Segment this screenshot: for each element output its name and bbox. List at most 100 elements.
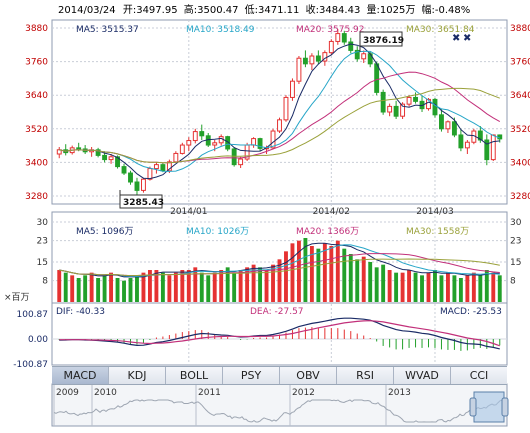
candle bbox=[413, 92, 418, 104]
volume-bar bbox=[193, 267, 198, 302]
volume-label: 量: bbox=[367, 4, 380, 16]
event-marker-icon[interactable]: ✖ bbox=[463, 33, 471, 44]
volume-bar bbox=[251, 264, 256, 302]
volume-bar bbox=[83, 275, 88, 302]
navigator-left-handle[interactable] bbox=[469, 397, 477, 417]
price-tick-label: 3400 bbox=[25, 158, 48, 168]
tab-rsi[interactable]: RSI bbox=[337, 367, 394, 384]
price-tick-label: 3760 bbox=[25, 58, 48, 68]
candle bbox=[199, 124, 205, 140]
candle bbox=[121, 163, 127, 175]
price-legend-item: MA10: 3518.49 bbox=[186, 25, 255, 35]
tab-psy[interactable]: PSY bbox=[223, 367, 280, 384]
price-legend: MA5: 3515.37 MA10: 3518.49 MA20: 3575.92 MA… bbox=[76, 25, 475, 35]
volume-unit-label: ×百万 bbox=[4, 292, 30, 303]
candle bbox=[490, 134, 496, 161]
price-tick-label-right: 3640 bbox=[510, 91, 530, 101]
volume-bar bbox=[426, 272, 431, 302]
tab-cci[interactable]: CCI bbox=[469, 369, 489, 382]
navigator-selection[interactable] bbox=[473, 391, 505, 423]
volume-bar bbox=[458, 278, 463, 302]
tab-obv[interactable]: OBV bbox=[280, 367, 337, 384]
volume-bar bbox=[290, 243, 295, 302]
volume-bar bbox=[109, 272, 114, 302]
dif-line bbox=[59, 317, 500, 350]
close-label: 收: bbox=[306, 3, 319, 16]
volume-bar bbox=[102, 275, 107, 302]
candle bbox=[166, 159, 172, 174]
price-tick-label: 3880 bbox=[25, 24, 48, 34]
volume-legend: MA5: 1096万 MA10: 1026万 MA20: 1366万 MA30: 15… bbox=[76, 227, 469, 237]
navigator-right-handle[interactable] bbox=[501, 397, 509, 417]
tab-boll[interactable]: BOLL bbox=[166, 367, 223, 384]
tab-macd[interactable]: MACD bbox=[52, 367, 109, 384]
price-tick-label-right: 3400 bbox=[510, 158, 530, 168]
volume-legend-item: MA10: 1026万 bbox=[186, 227, 249, 237]
price-tick-label: 3640 bbox=[25, 91, 48, 101]
candle bbox=[477, 126, 483, 143]
volume-bar bbox=[387, 270, 392, 302]
price-legend-item: MA30: 3651.84 bbox=[406, 25, 475, 35]
volume-bar bbox=[335, 240, 340, 302]
price-tick-label-right: 3880 bbox=[510, 24, 530, 34]
tab-wvad[interactable]: WVAD bbox=[394, 367, 451, 384]
candle bbox=[290, 78, 295, 101]
volume-tick-label-right: 8 bbox=[510, 277, 516, 287]
candle bbox=[225, 135, 231, 152]
ma5-line bbox=[59, 43, 500, 180]
candle bbox=[458, 128, 464, 152]
volume-bar bbox=[322, 243, 327, 302]
volume-bar bbox=[219, 270, 224, 302]
candle bbox=[341, 30, 347, 45]
date-tick-label: 2014/03 bbox=[416, 207, 453, 217]
volume-bar bbox=[407, 270, 412, 302]
event-marker-icon[interactable]: ✖ bbox=[452, 33, 460, 44]
volume-bar bbox=[135, 275, 139, 302]
price-legend-item: MA20: 3575.92 bbox=[296, 25, 364, 35]
candle bbox=[400, 102, 406, 119]
candle bbox=[134, 177, 140, 195]
high-value: 3500.47 bbox=[197, 5, 238, 16]
volume-bar bbox=[439, 275, 444, 302]
change-value: -0.48% bbox=[435, 5, 470, 16]
event-markers: ✖ ✖ bbox=[452, 33, 471, 44]
volume-bar bbox=[374, 267, 379, 302]
volume-bar bbox=[433, 270, 437, 302]
volume-bar bbox=[63, 272, 68, 302]
volume-bar bbox=[465, 275, 470, 302]
volume-bar bbox=[452, 275, 457, 302]
ma30-line bbox=[59, 87, 500, 164]
volume-bar bbox=[303, 238, 308, 302]
navigator-year-label: 2013 bbox=[388, 388, 411, 398]
macd-legend-item: DIF: -40.33 bbox=[56, 307, 105, 317]
candle bbox=[231, 147, 237, 167]
volume-bar bbox=[491, 272, 496, 302]
indicator-tabs: MACD KDJ BOLL PSY OBV RSI WVAD CCI bbox=[52, 366, 507, 385]
macd-tick-label: 100.87 bbox=[17, 310, 49, 320]
date-axis: 2014/01 2014/02 2014/03 bbox=[170, 207, 454, 217]
candle bbox=[186, 137, 192, 152]
volume-bar bbox=[445, 272, 450, 302]
candle bbox=[348, 37, 354, 54]
volume-tick-label: 30 bbox=[37, 218, 49, 228]
volume-tick-label: 23 bbox=[37, 237, 48, 247]
volume-bar bbox=[180, 270, 185, 302]
price-tick-label-right: 3280 bbox=[510, 192, 530, 202]
volume-bar bbox=[89, 272, 94, 302]
volume-bar bbox=[147, 270, 152, 302]
volume-bar bbox=[420, 275, 424, 302]
volume-bar bbox=[413, 272, 418, 302]
macd-tick-label: -100.87 bbox=[13, 360, 48, 370]
volume-bar bbox=[348, 254, 353, 302]
candle bbox=[406, 95, 412, 107]
candle bbox=[192, 128, 198, 144]
volume-bar bbox=[238, 270, 243, 302]
macd-tick-label: 0.00 bbox=[28, 335, 48, 345]
volume-bar bbox=[199, 272, 204, 302]
volume-bar bbox=[141, 272, 146, 302]
close-value: 3484.43 bbox=[319, 5, 360, 16]
volume-tick-label-right: 15 bbox=[510, 258, 521, 268]
volume-bar bbox=[478, 275, 483, 302]
candle bbox=[315, 50, 321, 65]
tab-kdj[interactable]: KDJ bbox=[109, 367, 166, 384]
